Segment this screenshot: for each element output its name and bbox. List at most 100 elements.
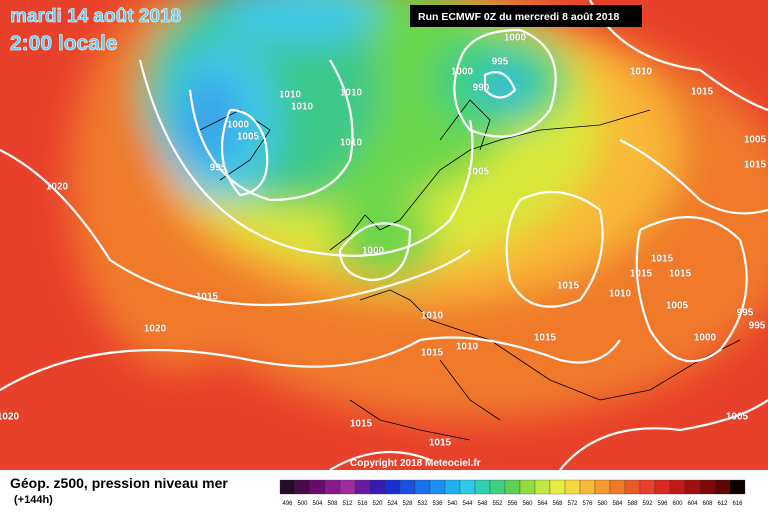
level-label: 592 <box>642 501 653 507</box>
isobar-label: 1010 <box>421 311 444 322</box>
isobars <box>0 0 768 470</box>
level-label: 572 <box>567 501 578 507</box>
isobar-label: 995 <box>737 308 754 319</box>
isobar-label: 1010 <box>291 102 314 113</box>
level-label: 544 <box>462 501 473 507</box>
run-info: Run ECMWF 0Z du mercredi 8 août 2018 <box>418 11 619 23</box>
level-label: 588 <box>627 501 638 507</box>
color-swatch <box>489 479 506 495</box>
color-swatch <box>594 479 611 495</box>
copyright: Copyright 2018 Meteociel.fr <box>350 458 481 469</box>
isobar-label: 1005 <box>237 132 260 143</box>
level-label: 520 <box>372 501 383 507</box>
color-swatch <box>339 479 356 495</box>
level-label: 540 <box>447 501 458 507</box>
color-swatch <box>444 479 461 495</box>
color-swatch <box>609 479 626 495</box>
color-swatch <box>624 479 641 495</box>
isobar-label: 1020 <box>144 324 167 335</box>
level-label: 616 <box>732 501 743 507</box>
level-label: 556 <box>507 501 518 507</box>
isobar-label: 995 <box>492 57 509 68</box>
level-label: 508 <box>327 501 338 507</box>
level-label: 548 <box>477 501 488 507</box>
color-swatch <box>474 479 491 495</box>
isobar-label: 1000 <box>227 120 250 131</box>
isobar-label: 1000 <box>451 67 474 78</box>
color-swatch <box>654 479 671 495</box>
color-swatch <box>534 479 551 495</box>
isobar-label: 1010 <box>630 67 653 78</box>
color-swatch <box>279 479 296 495</box>
isobar-label: 1015 <box>196 292 219 303</box>
forecast-time: 2:00 locale <box>10 32 117 55</box>
isobar-label: 1010 <box>340 88 363 99</box>
level-label: 512 <box>342 501 353 507</box>
level-label: 528 <box>402 501 413 507</box>
color-swatch <box>714 479 731 495</box>
color-swatch <box>309 479 326 495</box>
isobar-label: 1005 <box>744 135 767 146</box>
isobar-label: 1015 <box>630 269 653 280</box>
color-swatch <box>354 479 371 495</box>
level-label: 600 <box>672 501 683 507</box>
level-label: 500 <box>297 501 308 507</box>
isobar-label: 1000 <box>504 33 527 44</box>
isobar-label: 1005 <box>666 301 689 312</box>
isobar-label: 1015 <box>557 281 580 292</box>
color-swatch <box>684 479 701 495</box>
level-label: 576 <box>582 501 593 507</box>
color-swatch <box>729 479 746 495</box>
isobar-label: 1010 <box>279 90 302 101</box>
level-label: 612 <box>717 501 728 507</box>
level-label: 560 <box>522 501 533 507</box>
level-label: 580 <box>597 501 608 507</box>
level-label: 552 <box>492 501 503 507</box>
color-swatch <box>699 479 716 495</box>
level-label: 516 <box>357 501 368 507</box>
level-label: 596 <box>657 501 668 507</box>
isobar-label: 995 <box>210 163 227 174</box>
isobar-label: 1020 <box>46 182 69 193</box>
color-swatch <box>579 479 596 495</box>
color-swatch <box>399 479 416 495</box>
color-swatch <box>519 479 536 495</box>
coastline <box>199 99 741 441</box>
level-label: 568 <box>552 501 563 507</box>
color-swatch <box>429 479 446 495</box>
isobar-label: 1015 <box>651 254 674 265</box>
run-box <box>410 5 642 27</box>
isobar-label: 1015 <box>744 160 767 171</box>
forecast-date: mardi 14 août 2018 <box>10 6 181 27</box>
level-label: 504 <box>312 501 323 507</box>
isobar-label: 1015 <box>421 348 444 359</box>
color-swatch <box>564 479 581 495</box>
isobar-label: 1005 <box>467 167 490 178</box>
isobar-label: 1015 <box>534 333 557 344</box>
level-label: 524 <box>387 501 398 507</box>
isobar-label: 1020 <box>0 412 20 423</box>
color-swatch <box>639 479 656 495</box>
color-swatch <box>384 479 401 495</box>
isobar-label: 1015 <box>350 419 373 430</box>
isobar-label: 1010 <box>340 138 363 149</box>
isobar-label: 1000 <box>362 246 385 257</box>
isobar-label: 995 <box>749 321 766 332</box>
isobar-label: 1000 <box>694 333 717 344</box>
color-swatch <box>459 479 476 495</box>
isobar-label: 990 <box>473 83 490 94</box>
level-label: 604 <box>687 501 698 507</box>
legend-lead: (+144h) <box>14 494 53 506</box>
isobar-label: 1010 <box>456 342 479 353</box>
color-swatch <box>549 479 566 495</box>
level-label: 564 <box>537 501 548 507</box>
level-label: 608 <box>702 501 713 507</box>
level-label: 584 <box>612 501 623 507</box>
color-swatch <box>669 479 686 495</box>
isobar-label: 1005 <box>726 412 749 423</box>
color-swatch <box>369 479 386 495</box>
isobar-label: 1015 <box>429 438 452 449</box>
color-swatch <box>294 479 311 495</box>
color-swatch <box>504 479 521 495</box>
